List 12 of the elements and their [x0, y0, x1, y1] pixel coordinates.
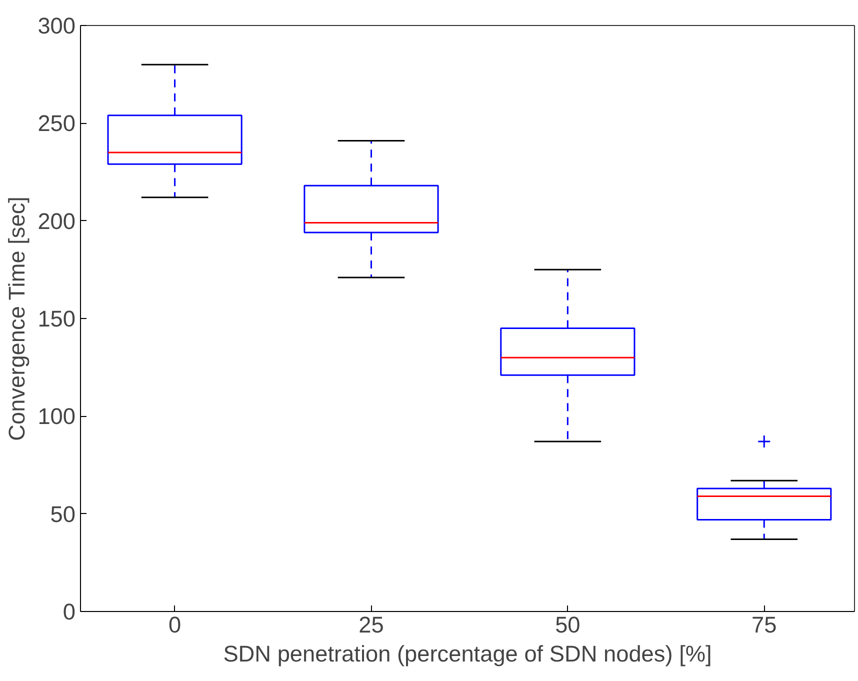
y-tick-label: 50: [50, 500, 76, 527]
x-tick-label: 25: [358, 612, 384, 638]
y-tick-label: 100: [38, 403, 76, 430]
y-tick-label: 250: [38, 110, 76, 136]
y-tick-label: 200: [38, 208, 76, 234]
x-tick-label: 50: [555, 612, 580, 638]
y-tick-label: 150: [38, 306, 76, 332]
y-axis-title: Convergence Time [sec]: [4, 196, 30, 441]
x-tick-label: 75: [752, 612, 777, 638]
y-tick-label: 300: [38, 12, 76, 38]
x-axis-title: SDN penetration (percentage of SDN nodes) [%]: [223, 640, 712, 666]
x-tick-label: 0: [168, 612, 182, 638]
